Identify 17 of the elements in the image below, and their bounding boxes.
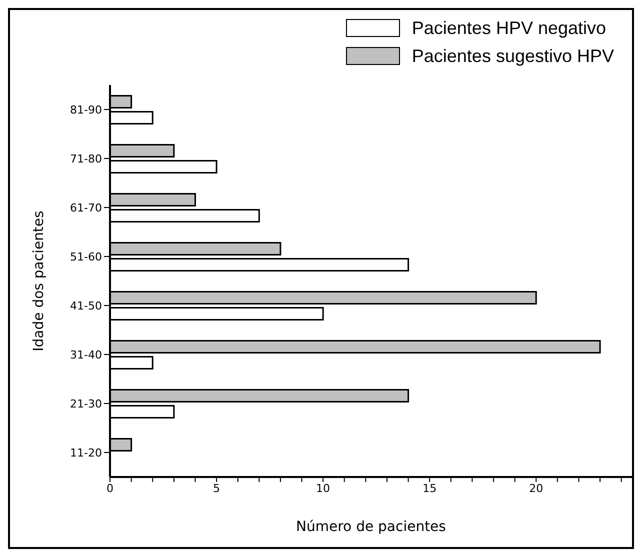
x-tick-label: 5 — [213, 482, 220, 495]
y-tick-label: 51-60 — [70, 250, 102, 264]
y-tick-label: 61-70 — [70, 201, 102, 214]
y-tick-label: 41-50 — [70, 299, 102, 312]
y-tick-label: 71-80 — [70, 152, 102, 166]
y-tick-label: 81-90 — [70, 103, 102, 116]
x-tick-label: 10 — [316, 482, 330, 495]
x-tick-label: 0 — [106, 482, 114, 495]
x-axis-title: Número de pacientes — [296, 519, 446, 535]
y-tick-label: 31-40 — [70, 348, 102, 362]
legend-label: Pacientes HPV negativo — [412, 18, 606, 38]
y-tick-label: 21-30 — [70, 397, 102, 410]
y-tick-label: 11-20 — [70, 446, 102, 460]
legend-label: Pacientes sugestivo HPV — [412, 46, 614, 66]
x-tick-label: 20 — [529, 482, 544, 495]
y-axis-title: Idade dos pacientes — [30, 210, 47, 352]
x-tick-label: 15 — [422, 482, 437, 495]
